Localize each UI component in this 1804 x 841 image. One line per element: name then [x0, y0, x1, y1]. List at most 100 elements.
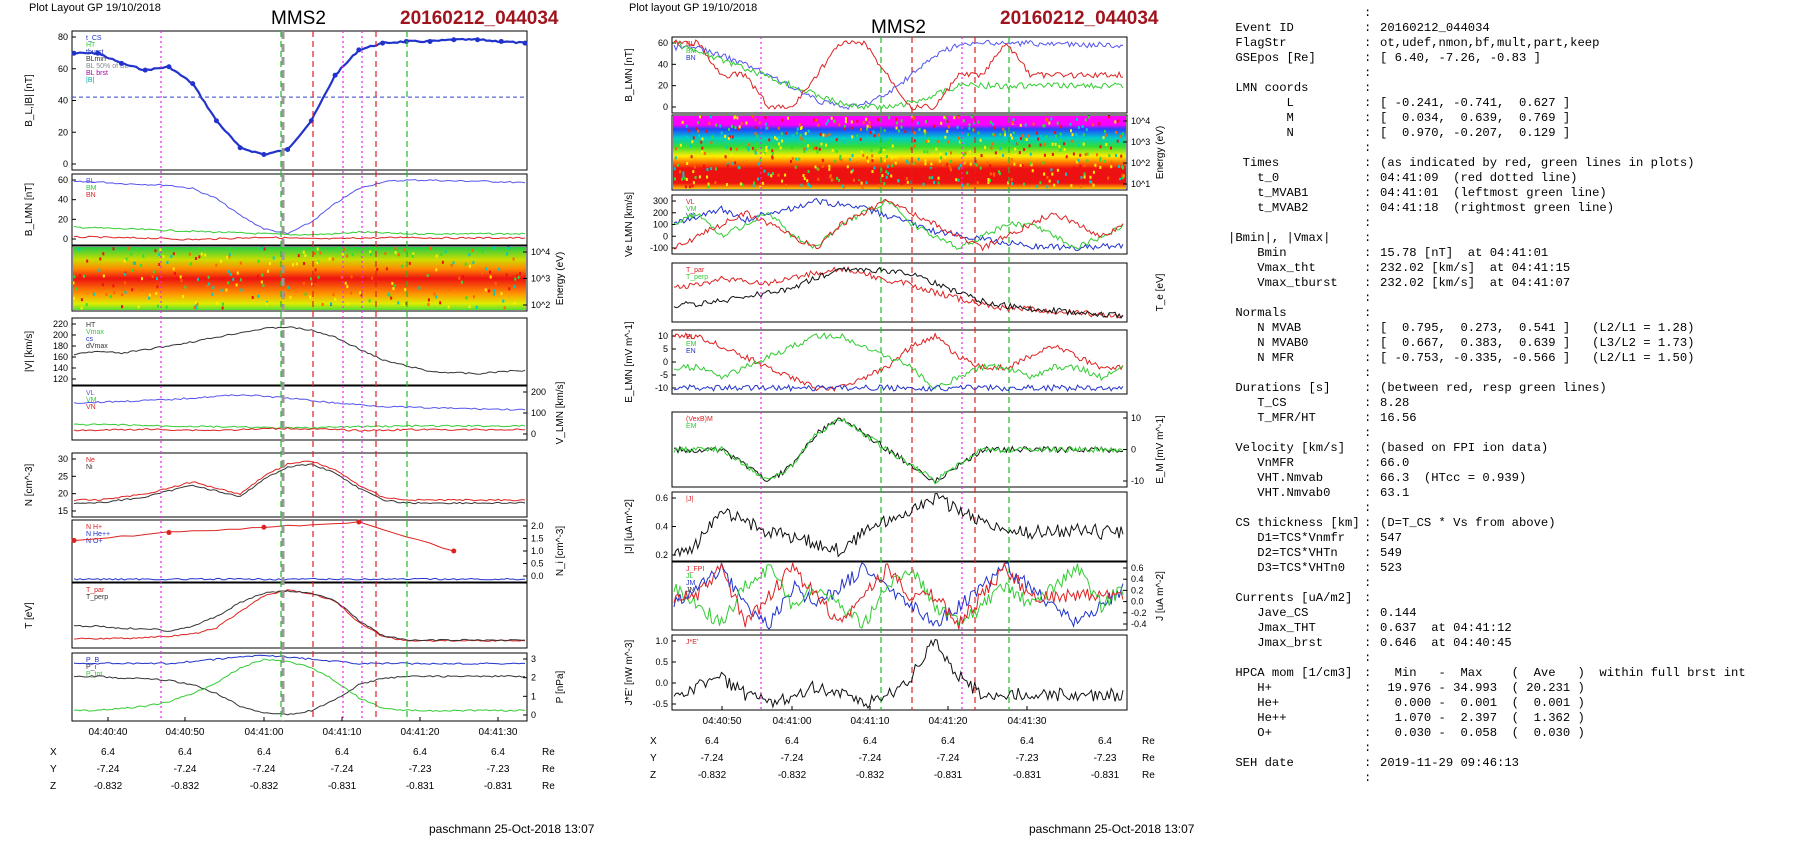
summary-row: N MVAB: [ 0.795, 0.273, 0.541 ] (L2/L1 = …	[1228, 321, 1798, 336]
summary-value: 04:41:18 (rightmost green line)	[1380, 201, 1615, 215]
spectrogram-pixel	[240, 288, 243, 292]
summary-value: 0.646 at 04:40:45	[1380, 636, 1512, 650]
y-tick-label: 0.2	[1131, 585, 1144, 595]
spectrogram-pixel	[774, 136, 777, 140]
legend-entry: JM	[686, 580, 696, 587]
spectrogram-pixel	[731, 135, 734, 139]
spectrogram-pixel	[125, 257, 128, 261]
spectrogram-pixel	[1099, 156, 1102, 160]
spectrogram-pixel	[109, 294, 112, 298]
spectrogram-pixel	[1121, 173, 1124, 177]
spectrogram-pixel	[798, 157, 801, 161]
spectrogram-pixel	[256, 274, 259, 278]
spectrogram-pixel	[1099, 145, 1102, 149]
data-point	[261, 152, 267, 157]
y-tick-label: 220	[53, 319, 68, 329]
spectrogram-pixel	[963, 161, 966, 165]
spectrogram-pixel	[800, 125, 803, 129]
y-tick-label: 160	[53, 352, 68, 362]
panel-ylabel: V_LMN [km/s]	[555, 381, 566, 444]
spectrogram-pixel	[923, 129, 926, 133]
spectrogram-pixel	[219, 259, 222, 263]
spectrogram-pixel	[781, 118, 784, 122]
spectrogram-pixel	[1084, 153, 1087, 157]
ephemeris-value: 6.4	[257, 747, 271, 758]
summary-value: [ 0.667, 0.383, 0.639 ] (L3/L2 = 1.73)	[1380, 336, 1695, 350]
spectrogram-pixel	[739, 182, 742, 186]
spectrogram-pixel	[979, 166, 982, 170]
spectrogram-pixel	[133, 269, 136, 273]
panel-ylabel: E_LMN [mV m^-1]	[624, 321, 635, 403]
legend-entry: BN	[86, 192, 96, 199]
series-line	[73, 577, 526, 581]
summary-row: He++: 1.070 - 2.397 ( 1.362 )	[1228, 711, 1798, 726]
spectrogram-pixel	[843, 185, 846, 189]
legend-entry: HT	[86, 42, 96, 49]
summary-row: Jmax_THT:0.637 at 04:41:12	[1228, 621, 1798, 636]
summary-colon: :	[1364, 96, 1372, 110]
x-tick-label: 04:41:20	[401, 727, 440, 738]
spectrogram-pixel	[1085, 128, 1088, 132]
ephemeris-value: 6.4	[1020, 736, 1034, 747]
spectrogram-pixel	[503, 306, 506, 310]
spectrogram-pixel	[198, 255, 201, 259]
spectrogram-pixel	[754, 118, 757, 122]
spectrogram-pixel	[905, 159, 908, 163]
middle-spacecraft-title: MMS2	[871, 17, 926, 38]
spectrogram-pixel	[755, 142, 758, 146]
summary-colon: :	[1364, 516, 1372, 530]
spectrogram-pixel	[807, 169, 810, 173]
spectrogram-pixel	[883, 168, 886, 172]
summary-value: 232.02 [km/s] at 04:41:15	[1380, 261, 1571, 275]
legend-entry: EN	[686, 348, 696, 355]
spectrogram-pixel	[913, 131, 916, 135]
summary-row: T_MFR/HT:16.56	[1228, 411, 1798, 426]
spectrogram-pixel	[450, 263, 453, 267]
spectrogram-pixel	[916, 121, 919, 125]
ephemeris-value: -7.24	[701, 753, 724, 764]
spectrogram-pixel	[887, 171, 890, 175]
spectrogram-pixel	[994, 151, 997, 155]
y-tick-label: 20	[658, 81, 668, 91]
spectrogram-pixel	[1121, 176, 1124, 180]
spectrogram-pixel	[738, 125, 741, 129]
spectrogram-pixel	[216, 301, 219, 305]
spectrogram-pixel	[136, 247, 139, 251]
spectrogram-pixel	[267, 269, 270, 273]
spectrogram-pixel	[304, 292, 307, 296]
spectrogram-pixel	[946, 120, 949, 124]
ephemeris-label: Y	[650, 753, 657, 764]
y-tick-label: 1.0	[531, 546, 544, 556]
spectrogram-pixel	[1050, 168, 1053, 172]
spectrogram-pixel	[848, 157, 851, 161]
spectrogram-pixel	[232, 277, 235, 281]
spectrogram-pixel	[1115, 130, 1118, 134]
ephemeris-value: 6.4	[491, 747, 505, 758]
summary-key: HPCA mom [1/cm3]	[1228, 666, 1353, 680]
spectrogram-pixel	[838, 174, 841, 178]
spectrogram-pixel	[179, 275, 182, 279]
spectrogram-pixel	[717, 176, 720, 180]
summary-row: Normals:	[1228, 306, 1798, 321]
summary-row: :	[1228, 651, 1798, 666]
spectrogram-pixel	[955, 178, 958, 182]
spectrogram-pixel	[519, 272, 522, 276]
panel-frame	[71, 30, 528, 171]
spectrogram-pixel	[816, 150, 819, 154]
spectrogram-pixel	[1081, 125, 1084, 129]
spectrogram-pixel	[825, 143, 828, 147]
spectrogram-pixel	[228, 255, 231, 259]
spectrogram-pixel	[397, 253, 400, 257]
summary-row: FlagStr: ot,udef,nmon,bf,mult,part,keep	[1228, 36, 1798, 51]
spectrogram-pixel	[868, 121, 871, 125]
summary-colon: :	[1364, 21, 1372, 35]
spectrogram-pixel	[728, 127, 731, 131]
summary-colon: :	[1364, 321, 1372, 335]
spectrogram-pixel	[297, 254, 300, 258]
panel-frame	[671, 561, 1128, 631]
series-line	[73, 590, 526, 642]
spectrogram-pixel	[1042, 172, 1045, 176]
spectrogram-pixel	[689, 185, 692, 189]
spectrogram-pixel	[1070, 184, 1073, 188]
